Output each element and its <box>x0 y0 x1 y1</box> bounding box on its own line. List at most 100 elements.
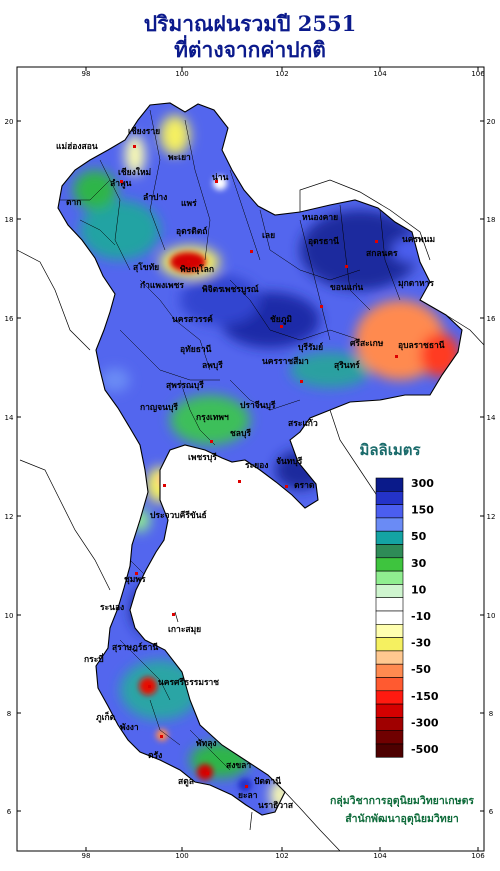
legend-swatch <box>375 504 404 519</box>
place-phichit: พิจิตร <box>202 284 223 295</box>
right-tick-20: 20 <box>487 118 496 126</box>
legend-swatch <box>375 530 404 545</box>
place-chaiyaphum: ชัยภูมิ <box>270 314 292 325</box>
left-tick-8: 8 <box>7 710 11 718</box>
place-loei: เลย <box>262 231 275 241</box>
legend-label: -50 <box>411 663 431 676</box>
top-tick-98: 98 <box>82 70 91 78</box>
place-phatthalung: พัทลุง <box>196 738 217 749</box>
legend-swatch <box>375 597 404 612</box>
left-tick-16: 16 <box>5 315 14 323</box>
legend-swatch <box>375 690 404 705</box>
place-sakon-nakhon: สกลนคร <box>366 249 398 259</box>
place-songkhla: สงขลา <box>226 761 251 771</box>
place-lampang: ลำปาง <box>143 192 167 203</box>
legend-swatch <box>375 717 404 732</box>
credit-line2: สำนักพัฒนาอุตุนิยมวิทยา <box>345 813 459 826</box>
legend-swatch <box>375 663 404 678</box>
legend-label: 150 <box>411 504 434 517</box>
legend-label: -10 <box>411 610 431 623</box>
place-suphan-buri: สุพรรณบุรี <box>166 380 204 391</box>
legend-label: -30 <box>411 637 431 650</box>
place-uttaradit: อุตรดิตถ์ <box>176 226 207 237</box>
map-frame <box>16 66 485 852</box>
place-phetchabun: เพชรบูรณ์ <box>222 284 259 295</box>
place-nakhon-si-thammarat: นครศรีธรรมราช <box>158 677 219 688</box>
bottom-tick-100: 100 <box>175 852 188 860</box>
place-phrae: แพร่ <box>181 198 197 209</box>
place-prachuap: ประจวบคีรีขันธ์ <box>150 510 207 521</box>
place-koh-samui: เกาะสมุย <box>168 625 201 635</box>
top-tick-100: 100 <box>175 70 188 78</box>
place-nakhon-phanom: นครพนม <box>402 235 435 245</box>
right-tick-18: 18 <box>487 216 496 224</box>
place-phitsanulok: พิษณุโลก <box>180 264 214 275</box>
top-tick-106: 106 <box>471 70 485 78</box>
legend-label: 50 <box>411 530 427 543</box>
legend-label: 10 <box>411 583 427 596</box>
place-lopburi: ลพบุรี <box>202 360 223 371</box>
place-chiang-mai: เชียงใหม่ <box>118 167 151 178</box>
place-narathiwat: นราธิวาส <box>258 800 294 811</box>
place-mukdahan: มุกดาหาร <box>398 279 434 289</box>
place-uthai-thani: อุทัยธานี <box>180 344 212 355</box>
place-sa-kaeo: สระแก้ว <box>288 418 318 429</box>
right-tick-10: 10 <box>487 612 496 620</box>
place-rayong: ระยอง <box>245 461 268 471</box>
place-phang-nga: พังงา <box>120 722 139 733</box>
place-mae-hong-son: แม่ฮ่องสอน <box>56 141 98 152</box>
right-tick-8: 8 <box>489 710 493 718</box>
place-chonburi: ชลบุรี <box>230 428 251 439</box>
legend-label: 30 <box>411 557 427 570</box>
legend: 300 150 50 30 10 -10 -30 -50 -150 -300 -500 <box>375 477 439 758</box>
place-bangkok: กรุงเทพฯ <box>196 413 229 423</box>
credit-line1: กลุ่มวิชาการอุตุนิยมวิทยาเกษตร <box>330 795 474 808</box>
place-sisaket: ศรีสะเกษ <box>350 338 384 349</box>
place-surat-thani: สุราษฎร์ธานี <box>112 642 158 653</box>
province-borders <box>60 109 401 771</box>
legend-swatch <box>375 477 404 492</box>
place-chumphon: ชุมพร <box>124 575 146 585</box>
legend-label: -150 <box>411 690 439 703</box>
bottom-tick-98: 98 <box>82 852 91 860</box>
legend-swatch <box>375 584 404 599</box>
place-nakhon-ratchasima: นครราชสีมา <box>262 356 309 367</box>
place-kamphaeng-phet: กำแพงเพชร <box>140 280 184 291</box>
legend-swatch <box>375 557 404 572</box>
place-surin: สุรินทร์ <box>334 360 360 371</box>
legend-title: มิลลิเมตร <box>359 441 421 459</box>
place-lamphun: ลำพูน <box>110 178 132 189</box>
station-markers <box>120 145 398 788</box>
place-kanchanaburi: กาญจนบุรี <box>140 402 178 413</box>
place-mae-sariang: ตาก <box>66 198 81 208</box>
left-tick-10: 10 <box>5 612 14 620</box>
left-tick-20: 20 <box>5 118 14 126</box>
legend-swatch <box>375 743 404 758</box>
place-tak: สุโขทัย <box>133 262 159 273</box>
place-prachinburi: ปราจีนบุรี <box>240 400 276 411</box>
place-pattani: ปัตตานี <box>254 776 281 787</box>
left-tick-12: 12 <box>5 513 14 521</box>
left-tick-18: 18 <box>5 216 14 224</box>
place-khon-kaen: ขอนแก่น <box>330 282 363 293</box>
place-satun: สตูล <box>178 777 194 787</box>
legend-swatch <box>375 517 404 532</box>
place-trat: ตราด <box>294 481 315 491</box>
map-title-line2: ที่ต่างจากค่าปกติ <box>174 37 326 62</box>
legend-swatch <box>375 703 404 718</box>
place-nong-khai: หนองคาย <box>302 213 338 223</box>
legend-swatch <box>375 623 404 638</box>
place-nan: น่าน <box>212 172 229 183</box>
place-chanthaburi: จันทบุรี <box>276 456 303 467</box>
top-tick-102: 102 <box>275 70 288 78</box>
place-trang: ตรัง <box>148 750 162 761</box>
map-title-line1: ปริมาณฝนรวมปี 2551 <box>143 11 357 36</box>
place-yala: ยะลา <box>238 791 258 801</box>
place-labels: เชียงราย แม่ฮ่องสอน เชียงใหม่ ลำพูน ลำปา… <box>56 126 445 811</box>
legend-label: -500 <box>411 743 439 756</box>
place-krabi: กระบี่ <box>84 652 104 665</box>
top-tick-104: 104 <box>373 70 387 78</box>
right-tick-6: 6 <box>489 808 494 816</box>
place-phayao: พะเยา <box>168 153 191 163</box>
